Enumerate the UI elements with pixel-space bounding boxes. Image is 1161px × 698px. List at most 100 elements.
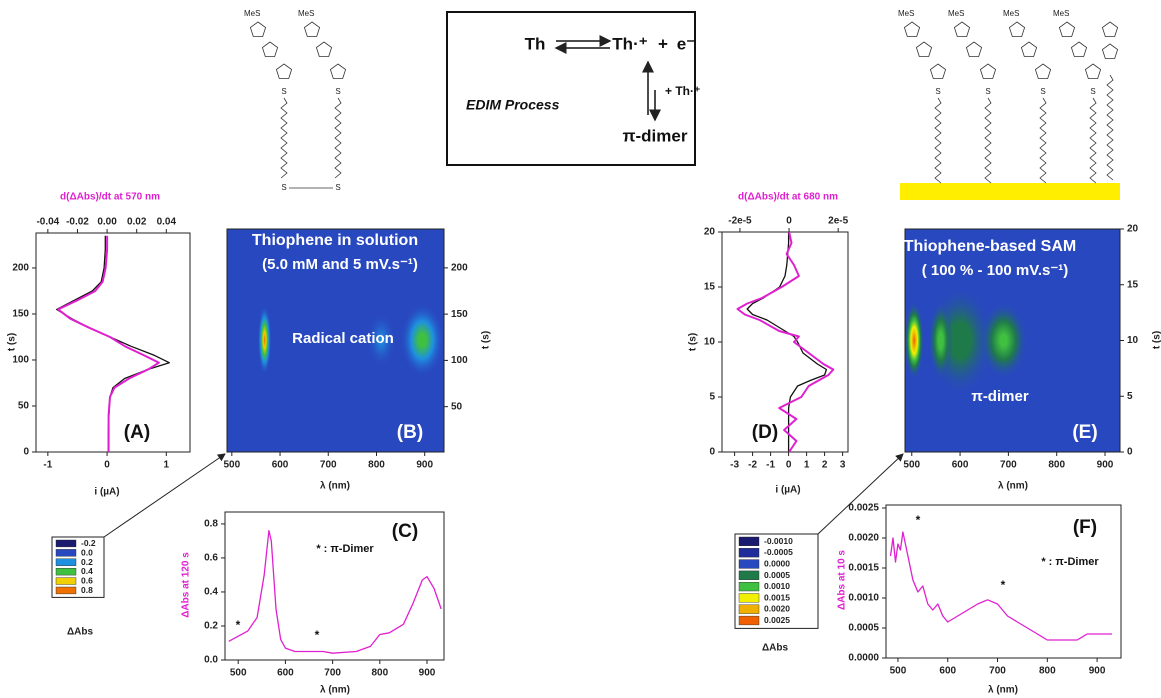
sulfur-label: S (1090, 87, 1095, 96)
colorbar-title: ΔAbs (67, 627, 94, 638)
thiophene-ring (1101, 43, 1119, 59)
sulfur-label: S (985, 87, 990, 96)
y-tick-label: 0.0025 (848, 503, 879, 514)
x-tick-label: 600 (277, 668, 294, 679)
panel-label: (F) (1073, 517, 1097, 538)
annotation: * (315, 628, 320, 642)
colorbar-swatch (738, 559, 760, 569)
mes-label: MeS (298, 9, 314, 18)
y-tick-label: 5 (1127, 391, 1133, 402)
colorbar-label: -0.0010 (764, 536, 793, 546)
reagent: + Th·⁺ (665, 84, 700, 98)
plot-frame (226, 228, 445, 453)
annotation: * (236, 618, 241, 632)
y-tick-label: 50 (18, 401, 30, 412)
x2-tick-label: 0 (786, 216, 792, 227)
heatmap (257, 303, 444, 378)
x-tick-label: 800 (1048, 460, 1065, 471)
thiophene-ring (965, 41, 983, 57)
panel-label: (D) (752, 422, 778, 443)
colorbar-swatch (55, 586, 77, 595)
colorbar-swatch (738, 593, 760, 603)
colorbar-label: 0.0 (81, 547, 93, 557)
x-axis-label: λ (nm) (988, 685, 1018, 696)
x-tick-label: -2 (748, 460, 757, 471)
y-tick-label: 5 (709, 392, 715, 403)
x2-axis-label: d(ΔAbs)/dt at 680 nm (738, 192, 838, 203)
colorbar-swatch (55, 577, 77, 585)
thiophene-ring (929, 63, 947, 79)
scheme-box (446, 11, 696, 166)
annotation: * : π-Dimer (1041, 556, 1099, 568)
y-tick-label: 0.0020 (848, 533, 879, 544)
series-line (889, 531, 1112, 641)
mes-label: MeS (244, 9, 260, 18)
x-axis-label: λ (nm) (320, 481, 350, 492)
plus: + (658, 34, 668, 53)
x-tick-label: 700 (989, 666, 1006, 677)
thiophene-ring (1008, 21, 1026, 37)
x-tick-label: -1 (766, 460, 775, 471)
panel-label: (A) (124, 422, 150, 443)
x-tick-label: -3 (730, 460, 739, 471)
y-tick-label: 150 (12, 309, 29, 320)
thiophene-ring (249, 21, 267, 37)
series-line (57, 235, 160, 452)
y-tick-label: 100 (451, 355, 468, 366)
thiophene-ring (1058, 21, 1076, 37)
gold-substrate (900, 183, 1120, 200)
thiophene-ring (261, 41, 279, 57)
pointer-arrow (817, 453, 904, 535)
sulfur-label: S (1040, 87, 1045, 96)
mes-label: MeS (898, 9, 914, 18)
annotation: Thiophene-based SAM (904, 238, 1076, 255)
colorbar-label: 0.0015 (764, 592, 790, 602)
electron: e⁻ (677, 34, 695, 53)
colorbar-swatch (738, 536, 760, 547)
y-tick-label: 0.0 (204, 655, 218, 666)
thiophene-ring (275, 63, 293, 79)
panel-label: (B) (397, 422, 423, 443)
sulfur-label: S (281, 87, 286, 96)
alkyl-chain (1106, 74, 1114, 181)
y-tick-label: 0 (23, 447, 29, 458)
y-tick-label: 0.8 (204, 519, 218, 530)
y-tick-label: 200 (451, 263, 468, 274)
plot-frame (35, 232, 191, 453)
x-tick-label: 1 (804, 460, 810, 471)
x-tick-label: 800 (1039, 666, 1056, 677)
alkyl-chain (1089, 97, 1097, 184)
thiophene-ring (1084, 63, 1102, 79)
y-axis-label: t (s) (1152, 331, 1161, 349)
heatmap-peak (257, 304, 272, 376)
y-tick-label: 50 (451, 401, 463, 412)
x2-tick-label: 0.02 (127, 217, 147, 228)
heatmap-peak (979, 301, 1028, 380)
thiophene-ring (1070, 41, 1088, 57)
x-tick-label: 600 (939, 666, 956, 677)
x-tick-label: 600 (952, 460, 969, 471)
colorbar-swatch (55, 549, 77, 557)
annotation: ( 100 % - 100 mV.s⁻¹) (922, 262, 1069, 279)
y-tick-label: 20 (704, 227, 716, 238)
y-tick-label: 200 (12, 263, 29, 274)
scheme: Th Th·⁺ + e⁻ + Th·⁺ EDIM Process π-dimer (446, 11, 700, 166)
annotation: * (916, 513, 921, 527)
y-axis-label: t (s) (7, 333, 18, 351)
x-tick-label: 800 (371, 668, 388, 679)
colorbar-swatch (738, 582, 760, 592)
x-tick-label: 500 (903, 460, 920, 471)
x-tick-label: 900 (1097, 460, 1114, 471)
series-line (228, 530, 442, 654)
y-tick-label: 0.0015 (848, 563, 879, 574)
y-axis-label: ΔAbs at 120 s (181, 552, 192, 618)
colorbar-swatch (55, 539, 77, 548)
y-tick-label: 10 (704, 337, 716, 348)
alkyl-chain (1039, 97, 1047, 184)
plot-frame (224, 511, 445, 661)
x-axis-label: λ (nm) (998, 481, 1028, 492)
thiophene-ring (953, 21, 971, 37)
panel-label: (C) (392, 521, 418, 542)
y-axis-label: ΔAbs at 10 s (837, 550, 848, 610)
series-line (736, 231, 835, 453)
